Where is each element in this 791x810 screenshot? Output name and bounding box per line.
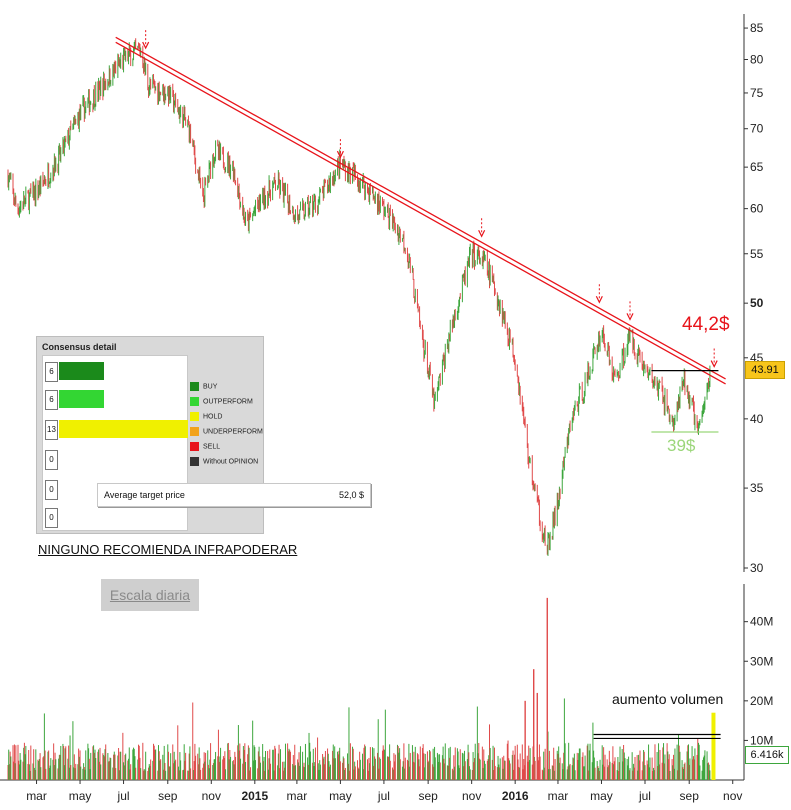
avg-target-label: Average target price [104, 490, 185, 500]
legend-item-sell: SELL [190, 442, 263, 457]
price-tick-label: 80 [750, 52, 764, 66]
last-price-tag: 43.91 [745, 361, 785, 379]
consensus-panel: Consensus detail 6 6 13 0 0 0 BUY OUTPER… [36, 336, 371, 534]
consensus-row-buy: 6 [43, 360, 187, 382]
time-tick-label: sep [418, 789, 438, 803]
time-tick-label: sep [158, 789, 178, 803]
consensus-count: 0 [45, 450, 58, 470]
annotation-target-price: 44,2$ [682, 314, 730, 335]
legend-item-buy: BUY [190, 382, 263, 397]
consensus-count: 13 [45, 420, 58, 440]
time-tick-label: mar [26, 789, 47, 803]
average-target-price: Average target price 52,0 $ [97, 483, 371, 507]
consensus-legend: BUY OUTPERFORM HOLD UNDERPERFORM SELL Wi… [190, 382, 263, 472]
consensus-bar-buy [59, 362, 104, 380]
consensus-count: 0 [45, 480, 58, 500]
time-tick-label: 2015 [241, 789, 268, 803]
legend-swatch [190, 457, 199, 466]
volume-axis: 10M 20M 30M 40M [743, 584, 773, 780]
time-tick-label: jul [377, 789, 390, 803]
price-tick-label: 70 [750, 122, 764, 136]
volume-tick-label: 10M [750, 733, 773, 747]
time-tick-label: sep [680, 789, 700, 803]
time-axis: mar may jul sep nov 2015 mar may jul sep nov 2016 ma… [0, 779, 744, 803]
price-tick-label: 65 [750, 160, 764, 174]
touch-arrow-head [710, 360, 718, 368]
volume-tick-label: 20M [750, 694, 773, 708]
resistance-line [115, 41, 726, 385]
time-tick-label: may [590, 789, 613, 803]
consensus-count: 0 [45, 508, 58, 528]
consensus-row-outperform: 6 [43, 388, 187, 410]
avg-target-value: 52,0 $ [338, 490, 364, 500]
time-tick-label: mar [287, 789, 308, 803]
annotation-support-price: 39$ [667, 436, 696, 455]
consensus-row-hold: 13 [43, 418, 188, 440]
consensus-count: 6 [45, 362, 58, 382]
legend-swatch [190, 427, 199, 436]
touch-arrow-head [595, 295, 603, 304]
price-tick-label: 35 [750, 481, 764, 495]
note-no-underweight: NINGUNO RECOMIENDA INFRAPODERAR [38, 542, 298, 557]
legend-item-underperform: UNDERPERFORM [190, 427, 263, 442]
price-tick-label: 85 [750, 21, 764, 35]
consensus-row-sell: 0 [43, 478, 187, 500]
consensus-bar-outperform [59, 390, 104, 408]
time-tick-label: 2016 [502, 789, 529, 803]
time-tick-label: jul [638, 789, 651, 803]
touch-arrow-head [478, 230, 486, 238]
legend-swatch [190, 412, 199, 421]
volume-bars [7, 597, 716, 780]
legend-swatch [190, 382, 199, 391]
price-tick-label: 40 [750, 412, 764, 426]
volume-tick-label: 40M [750, 615, 773, 629]
volume-highlight [711, 712, 716, 780]
price-tick-label: 50 [750, 296, 764, 310]
time-tick-label: mar [548, 789, 569, 803]
consensus-row-without-opinion: 0 [43, 506, 187, 528]
legend-item-hold: HOLD [190, 412, 263, 427]
legend-item-outperform: OUTPERFORM [190, 397, 263, 412]
legend-swatch [190, 397, 199, 406]
time-tick-label: jul [117, 789, 130, 803]
price-tick-label: 75 [750, 86, 764, 100]
time-tick-label: may [329, 789, 352, 803]
touch-arrow-head [336, 150, 344, 159]
consensus-title: Consensus detail [42, 342, 117, 352]
note-volume-increase: aumento volumen [612, 691, 724, 707]
price-tick-label: 30 [750, 561, 764, 575]
consensus-bar-hold [59, 420, 188, 438]
time-tick-label: nov [462, 789, 481, 803]
last-volume-tag: 6.416k [745, 746, 789, 764]
time-tick-label: nov [202, 789, 221, 803]
consensus-row-underperform: 0 [43, 448, 187, 470]
note-daily-scale: Escala diaria [101, 579, 199, 611]
touch-arrow-head [626, 313, 634, 321]
price-tick-label: 55 [750, 247, 764, 261]
resistance-line [115, 36, 726, 380]
price-tick-label: 60 [750, 202, 764, 216]
volume-tick-label: 30M [750, 654, 773, 668]
legend-item-without-opinion: Without OPINION [190, 457, 263, 472]
legend-swatch [190, 442, 199, 451]
consensus-count: 6 [45, 390, 58, 410]
chart-overlays [115, 30, 726, 740]
time-tick-label: may [69, 789, 92, 803]
touch-arrow-head [142, 41, 150, 50]
time-tick-label: nov [723, 789, 742, 803]
